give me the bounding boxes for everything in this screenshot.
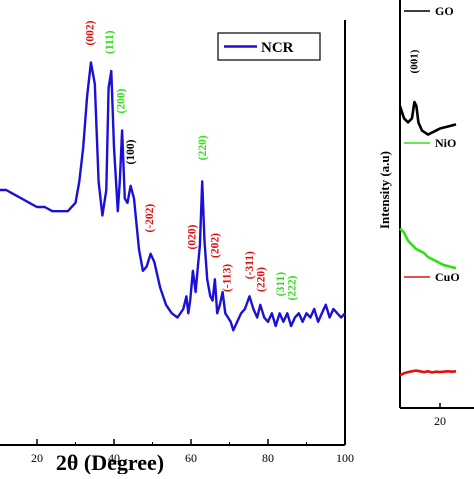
- x-tick-label-40: 40: [108, 451, 120, 465]
- legend: NCR: [217, 32, 321, 61]
- peak-label-11: (311): [275, 272, 287, 296]
- legend-label-go: GO: [435, 4, 454, 18]
- left-panel-chart: 20 40 60 80 100 (002) (111) (200) (100) (-202) (02…: [0, 20, 354, 475]
- x-tick-label-20: 20: [31, 451, 43, 465]
- peak-label-1: (111): [104, 30, 116, 54]
- peak-label-9: (-311): [244, 251, 256, 279]
- peak-label-7: (202): [209, 233, 221, 258]
- series-line-cuo: [399, 369, 457, 377]
- peak-label-8: (-113): [222, 264, 234, 292]
- x-tick-label-100: 100: [336, 451, 354, 465]
- right-x-tick-label-20: 20: [434, 414, 446, 428]
- peak-label-4: (-202): [144, 204, 156, 233]
- right-peak-label-0: (001): [409, 49, 421, 73]
- series-line-ncr: [0, 61, 346, 332]
- peak-label-12: (222): [287, 275, 299, 300]
- x-tick-label-60: 60: [185, 451, 197, 465]
- peak-label-0: (002): [85, 20, 97, 45]
- series-line-go: [398, 100, 457, 136]
- right-panel-chart: 20 Intensity (a.u) GO NiO CuO (001): [377, 0, 474, 428]
- x-tick-label-80: 80: [262, 451, 274, 465]
- peak-label-6: (220): [197, 135, 209, 160]
- peak-label-3: (100): [125, 139, 137, 164]
- legend-label-nio: NiO: [435, 136, 456, 150]
- legend-label-ncr: NCR: [261, 40, 294, 56]
- series-line-nio: [399, 227, 457, 270]
- y-axis-title: Intensity (a.u): [377, 151, 392, 229]
- peak-label-2: (200): [115, 88, 127, 113]
- legend-label-cuo: CuO: [435, 270, 460, 284]
- peak-label-5: (020): [187, 224, 199, 249]
- peak-label-10: (220): [255, 267, 267, 292]
- x-axis-title: 2θ (Degree): [56, 450, 164, 474]
